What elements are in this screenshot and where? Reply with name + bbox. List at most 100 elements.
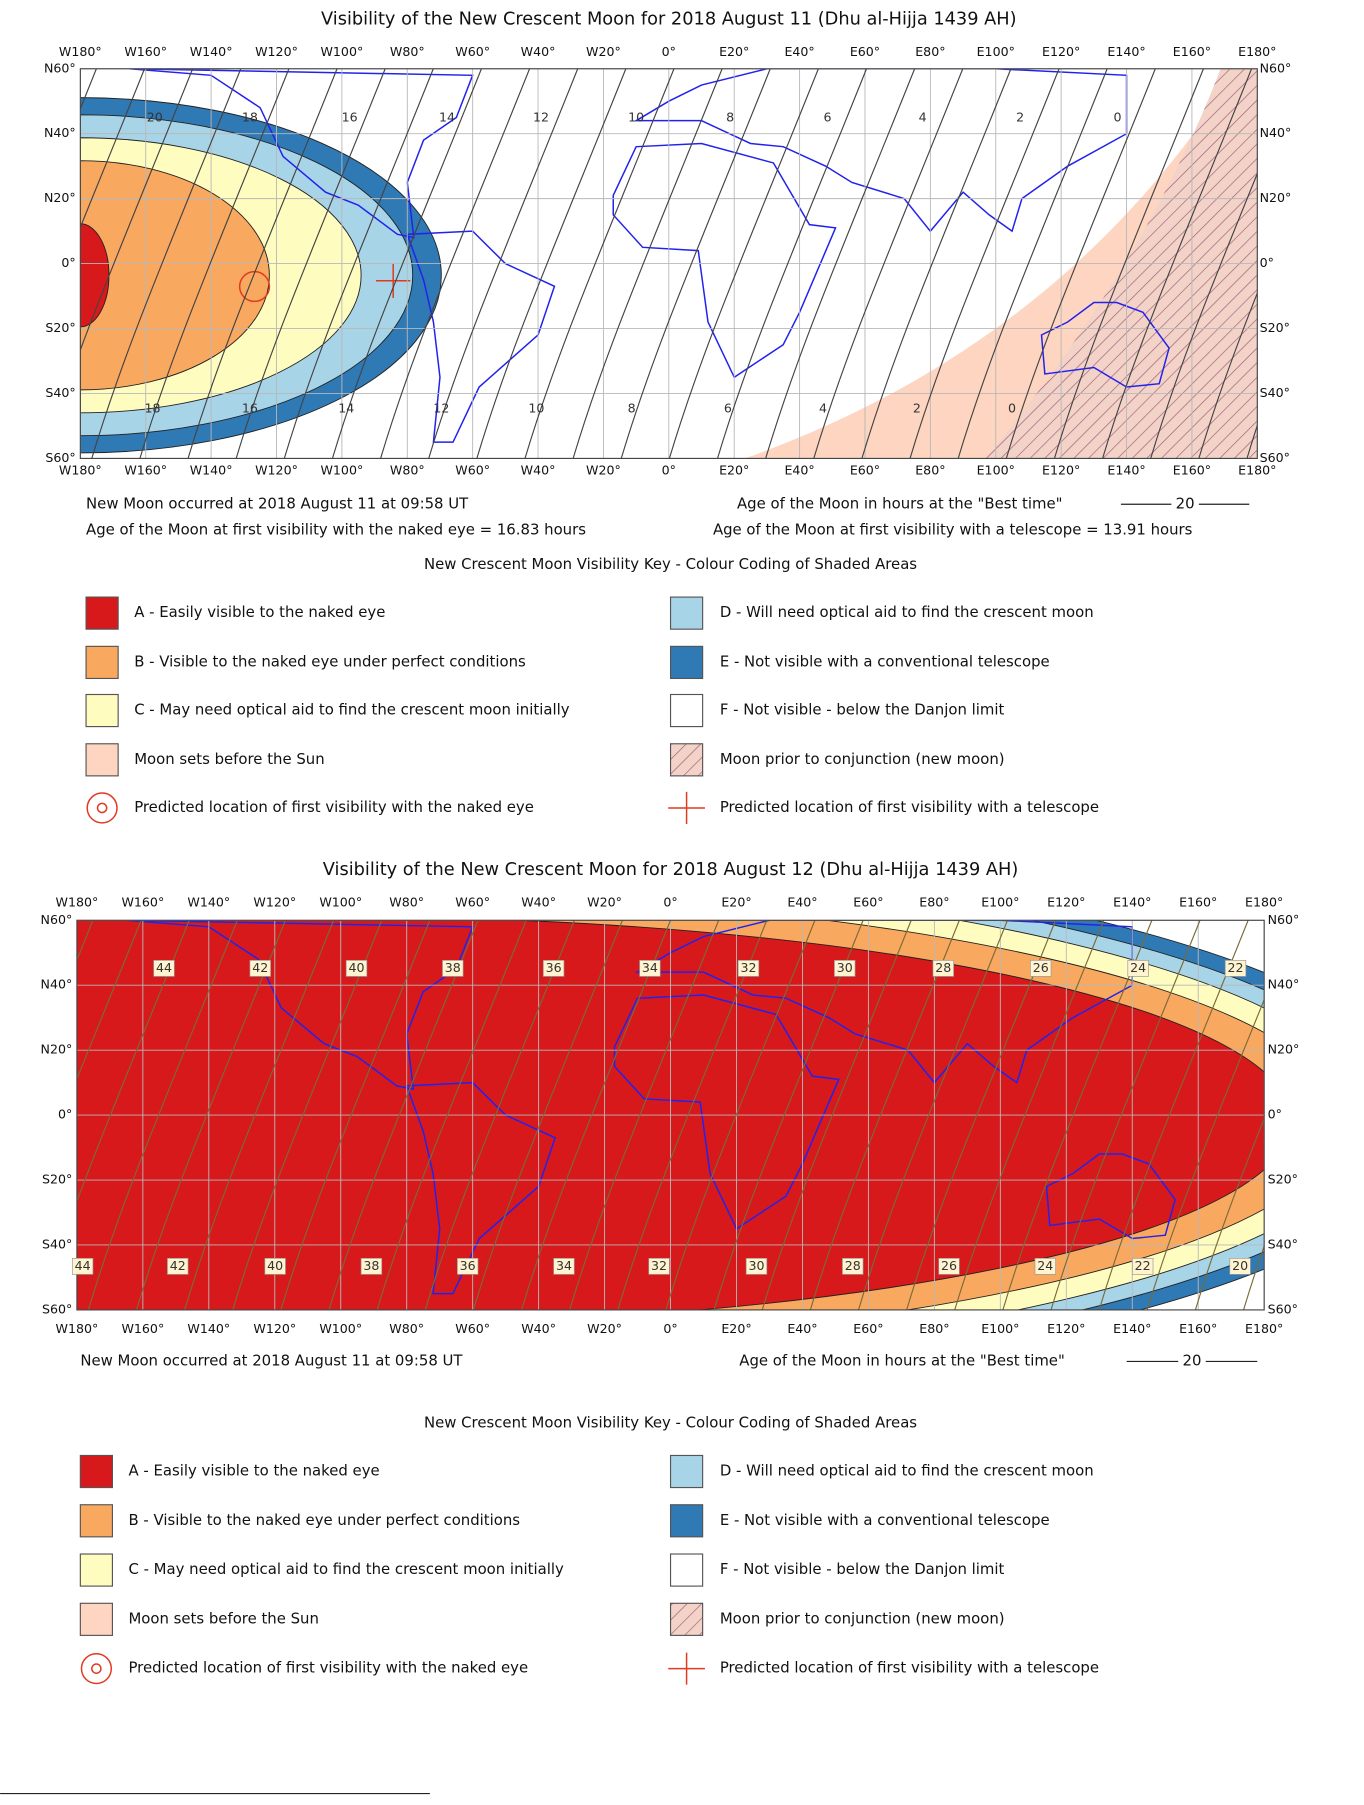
age-contour (472, 920, 623, 1310)
lon-label: E180° (1238, 463, 1276, 478)
lon-label: W60° (455, 895, 490, 910)
age-contour (76, 920, 142, 1081)
key-label: Moon sets before the Sun (134, 750, 324, 768)
lon-label: E140° (1107, 44, 1145, 59)
age-contour (569, 920, 720, 1310)
lat-label: 0° (61, 255, 75, 270)
lon-label: W80° (389, 1321, 424, 1336)
key-swatch (85, 693, 119, 728)
map-area (76, 920, 1265, 1310)
hour-label: 4 (819, 401, 827, 416)
key-title: New Crescent Moon Visibility Key - Colou… (424, 555, 917, 573)
note: New Moon occurred at 2018 August 11 at 0… (86, 494, 469, 512)
lon-label: W180° (59, 463, 102, 478)
land-outline (1045, 1153, 1176, 1240)
age-contour (617, 920, 768, 1310)
lat-label: N60° (44, 60, 76, 75)
age-contour (861, 68, 1012, 459)
hour-label: 14 (338, 401, 354, 416)
lon-label: E60° (850, 463, 880, 478)
note: Age of the Moon at first visibility with… (86, 521, 586, 539)
hour-label: 0 (1008, 401, 1016, 416)
hour-label: 10 (528, 401, 544, 416)
lat-label: N20° (1268, 1042, 1300, 1057)
lat-label: N20° (1260, 190, 1292, 205)
lon-label: W160° (121, 1321, 164, 1336)
age-contour (809, 920, 960, 1310)
key-label: Moon prior to conjunction (new moon) (720, 1609, 1005, 1627)
key-label: F - Not visible - below the Danjon limit (720, 701, 1005, 719)
lon-label: W60° (455, 44, 490, 59)
lat-label: N60° (1260, 60, 1292, 75)
lon-label: E80° (915, 463, 945, 478)
hour-label: 0 (1113, 110, 1121, 125)
age-contour (328, 920, 479, 1310)
hour-label: 34 (642, 960, 658, 975)
lon-label: E60° (850, 44, 880, 59)
age-contour (91, 68, 242, 459)
key-icon (96, 802, 108, 814)
hour-label-box (834, 960, 856, 977)
lon-label: E100° (977, 44, 1015, 59)
hour-label: 40 (349, 960, 365, 975)
key-label: C - May need optical aid to find the cre… (134, 701, 570, 719)
map-area (80, 68, 1258, 459)
lon-label: W180° (55, 895, 98, 910)
lon-label: W40° (521, 463, 556, 478)
hour-label-box (553, 1257, 575, 1275)
lon-label: E100° (981, 1321, 1019, 1336)
hour-label: 14 (439, 110, 455, 125)
map-title: Visibility of the New Crescent Moon for … (321, 9, 1017, 29)
lon-label: E180° (1245, 1321, 1283, 1336)
lat-label: N40° (1268, 977, 1300, 992)
lon-label: W160° (124, 463, 167, 478)
hour-label: 6 (724, 401, 732, 416)
lon-label: E80° (919, 1321, 949, 1336)
lon-label: E20° (721, 895, 751, 910)
visibility-zone (80, 160, 270, 391)
lat-label: S60° (42, 1301, 72, 1316)
hour-label: 38 (445, 960, 461, 975)
lat-label: N20° (41, 1042, 73, 1057)
lon-label: 0° (663, 1321, 677, 1336)
age-contour (235, 68, 386, 459)
lon-label: E140° (1107, 463, 1145, 478)
age-contour (713, 920, 864, 1310)
hour-label-box (264, 1257, 286, 1275)
hour-label: 22 (1228, 960, 1244, 975)
age-contour (1198, 291, 1258, 459)
hour-label: 2 (1016, 110, 1024, 125)
key-swatch (669, 1454, 704, 1489)
land-outline (634, 920, 1134, 1084)
lon-label: E160° (1173, 44, 1211, 59)
hour-label: 44 (156, 960, 172, 975)
lon-label: 0° (662, 44, 676, 59)
age-contour (232, 920, 383, 1310)
age-contour (476, 68, 627, 459)
hour-label: 26 (941, 1258, 957, 1273)
key-swatch (79, 1602, 113, 1636)
hour-label-box (1224, 960, 1247, 977)
hour-label: 42 (252, 960, 268, 975)
age-contour (665, 920, 816, 1310)
hour-label-box (360, 1257, 383, 1275)
lat-label: N40° (1260, 125, 1292, 140)
age-contour (1146, 998, 1265, 1310)
lon-label: W100° (319, 1321, 362, 1336)
hour-label: 30 (837, 960, 853, 975)
age-contour (184, 920, 335, 1310)
lon-label: W100° (320, 463, 363, 478)
lon-label: W20° (587, 895, 622, 910)
lat-label: N60° (41, 912, 73, 927)
lon-label: W100° (320, 44, 363, 59)
key-label: Predicted location of first visibility w… (720, 1659, 1099, 1677)
key-swatch (669, 1504, 704, 1538)
lon-label: W140° (187, 1321, 230, 1336)
hour-label: 20 (1232, 1258, 1248, 1273)
age-contour (424, 920, 575, 1310)
key-icon (86, 792, 118, 824)
hour-label: 36 (546, 960, 562, 975)
lon-label: W140° (187, 895, 230, 910)
hour-label-box (1132, 1257, 1154, 1275)
land-outline (129, 68, 474, 239)
